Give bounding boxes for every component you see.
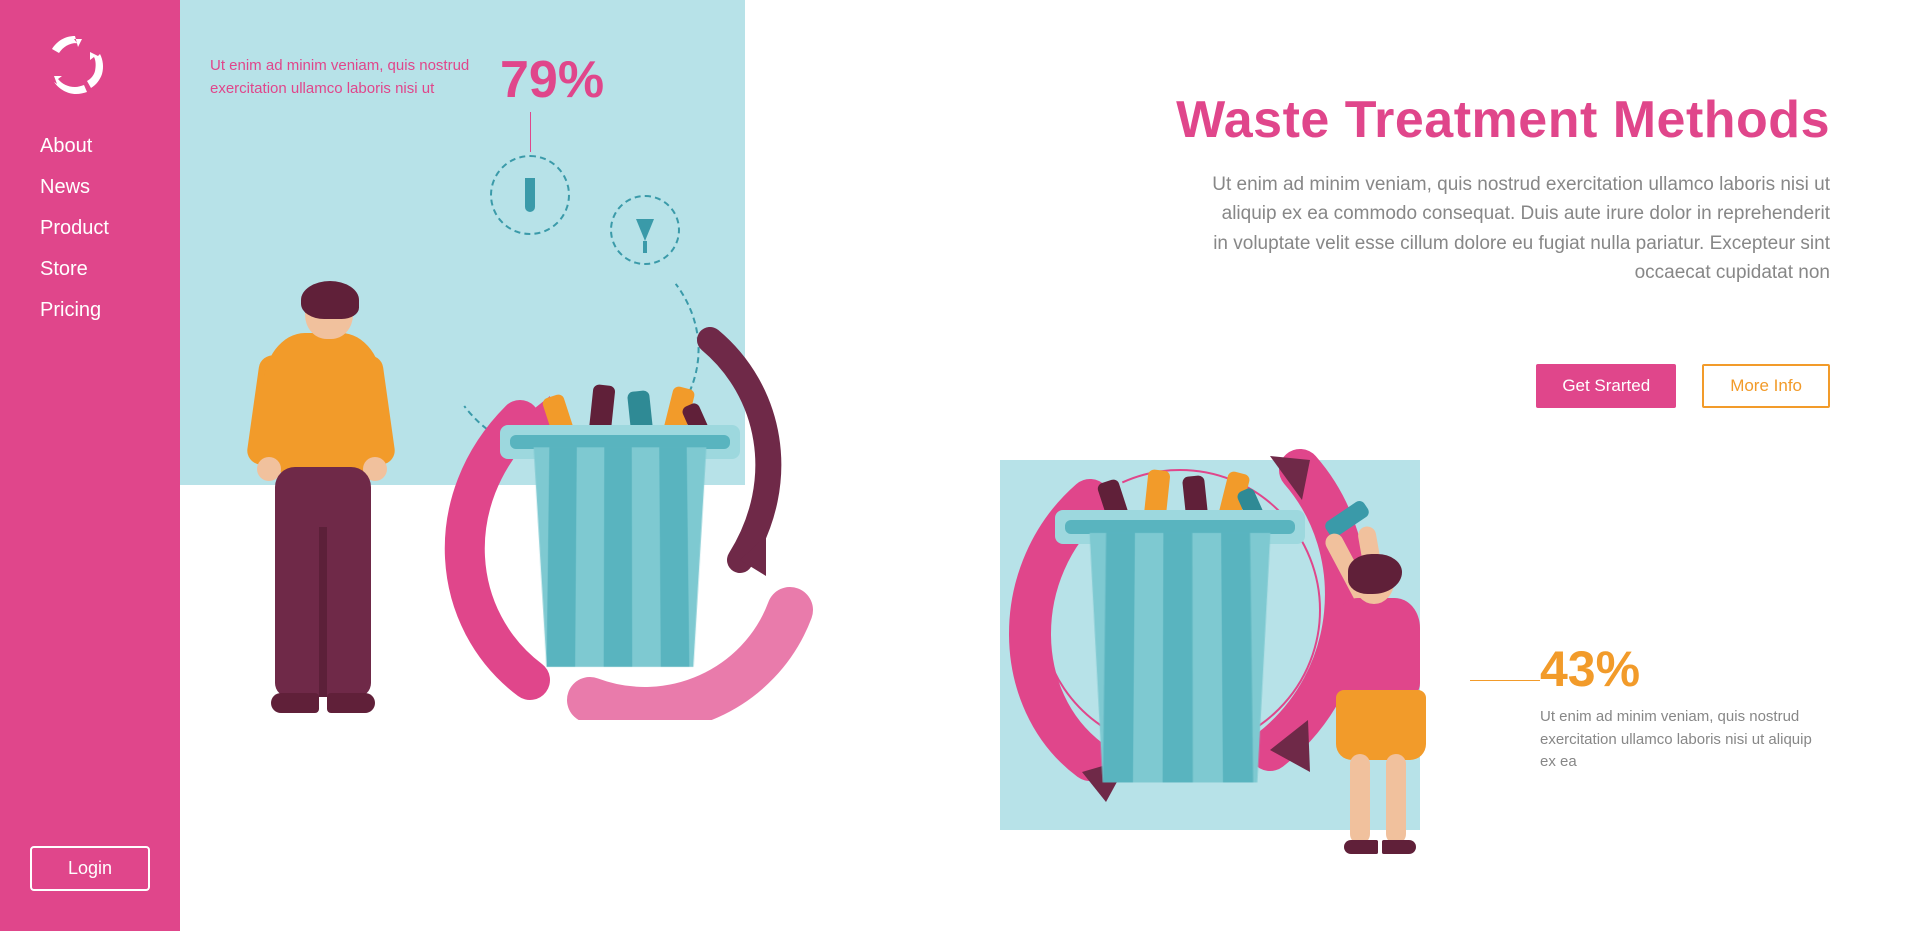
stat2-leader — [1470, 680, 1540, 681]
nav-pricing[interactable]: Pricing — [40, 299, 140, 322]
stat1-caption: Ut enim ad minim veniam, quis nostrud ex… — [210, 55, 480, 100]
stat2-caption: Ut enim ad minim veniam, quis nostrud ex… — [1540, 706, 1830, 774]
sidebar: About News Product Store Pricing Login — [0, 0, 180, 931]
stat2-percent: 43% — [1540, 640, 1640, 698]
bubble-test-tube — [490, 155, 570, 235]
recycle-icon — [40, 30, 110, 100]
trash-bin-right — [1040, 530, 1320, 840]
person-man — [235, 285, 405, 715]
nav-news[interactable]: News — [40, 176, 140, 199]
person-woman — [1310, 540, 1460, 860]
stat1-leader — [530, 112, 531, 152]
stat1-percent: 79% — [500, 50, 604, 110]
page-title: Waste Treatment Methods — [1176, 90, 1830, 150]
logo — [0, 30, 180, 125]
login-button[interactable]: Login — [30, 846, 150, 891]
cta-row: Get Srarted More Info — [1536, 364, 1830, 408]
page-description: Ut enim ad minim veniam, quis nostrud ex… — [1210, 170, 1830, 288]
main: Ut enim ad minim veniam, quis nostrud ex… — [180, 0, 1920, 931]
nav-product[interactable]: Product — [40, 217, 140, 240]
nav: About News Product Store Pricing — [0, 125, 180, 322]
wine-glass-icon — [636, 219, 654, 241]
get-started-button[interactable]: Get Srarted — [1536, 364, 1676, 408]
nav-store[interactable]: Store — [40, 258, 140, 281]
more-info-button[interactable]: More Info — [1702, 364, 1830, 408]
trash-bin-left — [480, 445, 760, 735]
nav-about[interactable]: About — [40, 135, 140, 158]
test-tube-icon — [525, 178, 535, 212]
